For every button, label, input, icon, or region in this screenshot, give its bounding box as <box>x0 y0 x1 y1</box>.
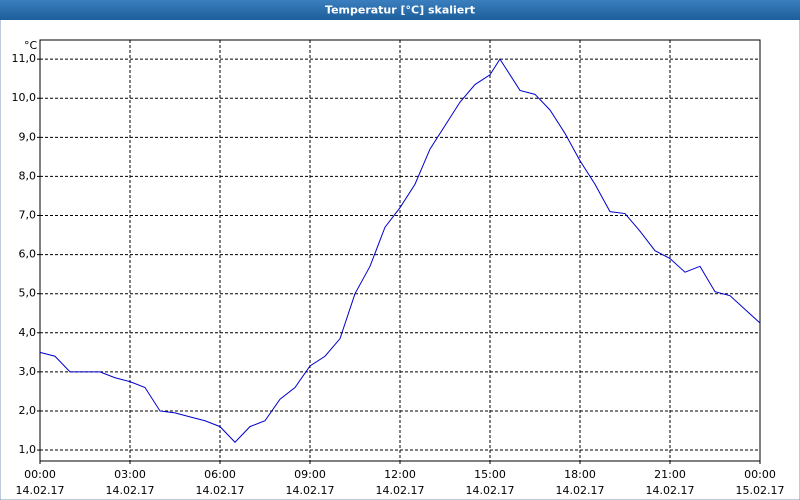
y-tick-label: 9,0 <box>19 130 37 143</box>
title-bar <box>0 0 800 20</box>
x-tick-label: 09:00 <box>294 468 326 481</box>
y-tick-label: 2,0 <box>19 404 37 417</box>
y-tick-label: 7,0 <box>19 209 37 222</box>
x-tick-label: 03:00 <box>114 468 146 481</box>
y-tick-label: 4,0 <box>19 326 37 339</box>
data-line <box>39 58 761 443</box>
x-tick-date: 14.02.17 <box>646 484 695 497</box>
x-tick-label: 06:00 <box>204 468 236 481</box>
x-tick-label: 18:00 <box>564 468 596 481</box>
x-tick-date: 14.02.17 <box>556 484 605 497</box>
x-tick-label: 15:00 <box>474 468 506 481</box>
x-tick-label: 00:00 <box>24 468 56 481</box>
y-tick-label: 3,0 <box>19 365 37 378</box>
x-tick-date: 14.02.17 <box>286 484 335 497</box>
x-tick-date: 14.02.17 <box>376 484 425 497</box>
y-tick-label: 5,0 <box>19 287 37 300</box>
y-tick-label: 11,0 <box>12 52 37 65</box>
x-tick-label: 00:00 <box>744 468 776 481</box>
x-tick-date: 14.02.17 <box>106 484 155 497</box>
x-tick-date: 15.02.17 <box>736 484 785 497</box>
y-tick-label: 10,0 <box>12 91 37 104</box>
chart-title: Temperatur [°C] skaliert <box>325 4 475 17</box>
y-unit: °C <box>24 39 38 52</box>
x-tick-label: 12:00 <box>384 468 416 481</box>
y-tick-label: 1,0 <box>19 443 37 456</box>
y-tick-label: 8,0 <box>19 169 37 182</box>
x-tick-date: 14.02.17 <box>466 484 515 497</box>
x-tick-date: 14.02.17 <box>16 484 65 497</box>
x-tick-date: 14.02.17 <box>196 484 245 497</box>
x-tick-label: 21:00 <box>654 468 686 481</box>
y-tick-label: 6,0 <box>19 248 37 261</box>
